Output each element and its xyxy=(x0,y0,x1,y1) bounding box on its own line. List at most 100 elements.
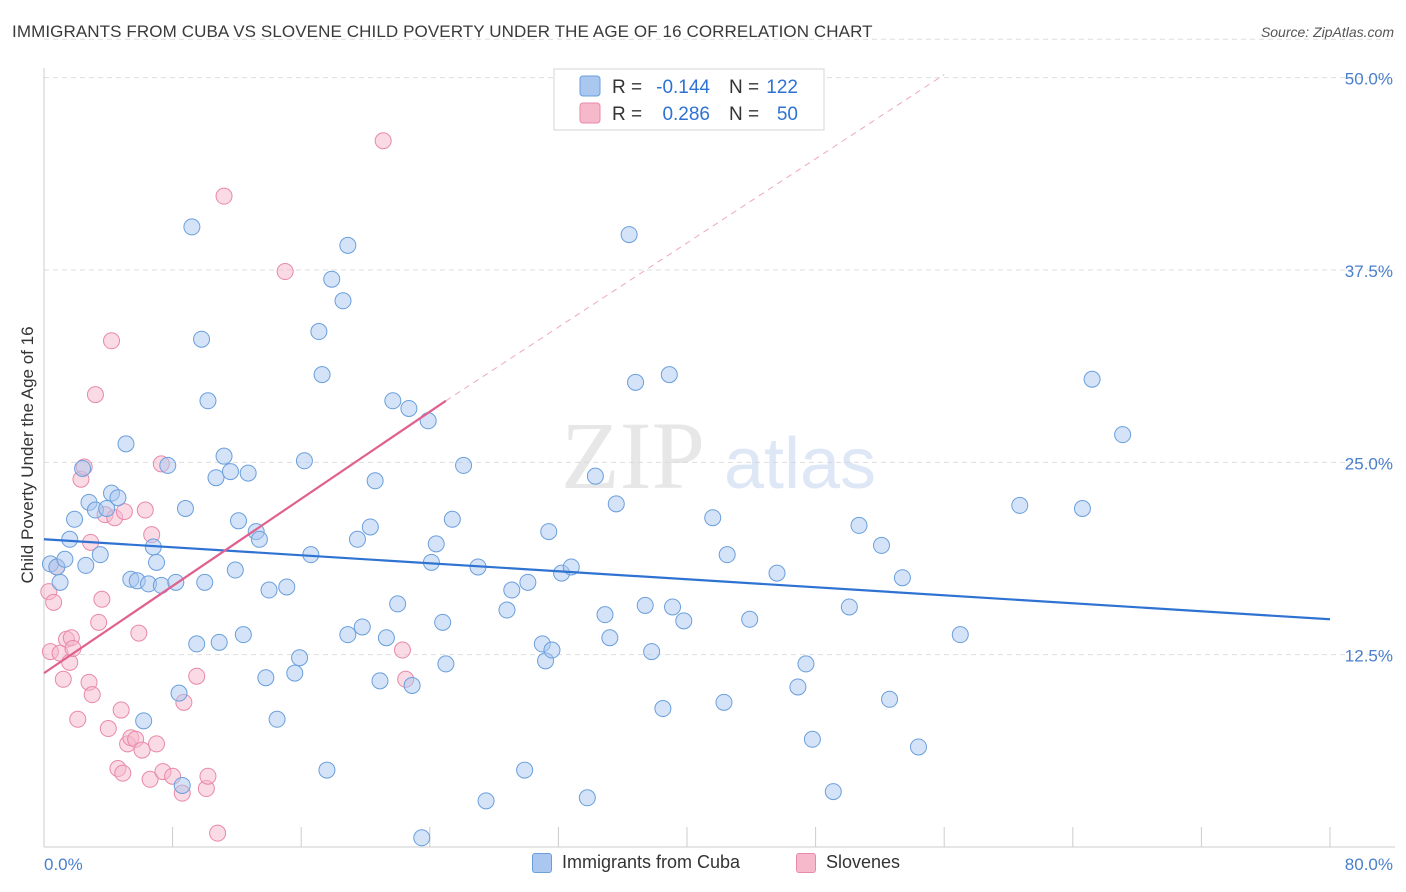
cuba-point xyxy=(51,573,69,591)
y-tick-label: 37.5% xyxy=(1345,262,1393,281)
slovenes-point xyxy=(374,132,392,150)
cuba-point xyxy=(789,678,807,696)
cuba-point xyxy=(188,635,206,653)
cuba-point xyxy=(148,553,166,571)
legend-r-value-1: -0.144 xyxy=(656,77,710,98)
cuba-point xyxy=(477,792,495,810)
cuba-point xyxy=(1114,426,1132,444)
cuba-point xyxy=(98,499,116,517)
watermark-atlas: atlas xyxy=(724,424,876,504)
cuba-point xyxy=(377,629,395,647)
cuba-point xyxy=(361,518,379,536)
slovenes-point xyxy=(90,613,108,631)
cuba-point xyxy=(636,596,654,614)
slovenes-point xyxy=(148,735,166,753)
cuba-point xyxy=(881,690,899,708)
cuba-point xyxy=(193,330,211,348)
watermark-zip: ZIP xyxy=(561,402,705,509)
cuba-point xyxy=(586,467,604,485)
bottom-legend: Immigrants from Cuba Slovenes xyxy=(0,852,1406,878)
legend-swatch-pink xyxy=(579,102,601,124)
chart-title: IMMIGRANTS FROM CUBA VS SLOVENE CHILD PO… xyxy=(12,22,873,41)
cuba-point xyxy=(519,573,537,591)
slovenes-point xyxy=(133,741,151,759)
cuba-point xyxy=(718,546,736,564)
legend-box: R = -0.144 N = 122 R = 0.286 N = 50 xyxy=(553,68,825,131)
cuba-point xyxy=(850,516,868,534)
legend-n-label-1: N = xyxy=(729,77,759,98)
tick-labels: 12.5% 25.0% 37.5% 50.0% 0.0% 80.0% xyxy=(44,70,1393,874)
slovenes-points xyxy=(40,132,415,842)
slovenes-point xyxy=(83,686,101,704)
slovenes-point xyxy=(115,503,133,521)
cuba-point xyxy=(196,573,214,591)
slovenes-point xyxy=(54,670,72,688)
legend-r-label-1: R = xyxy=(612,77,642,98)
slovenes-point xyxy=(130,624,148,642)
x-tick-label: 80.0% xyxy=(1345,855,1393,874)
cuba-point xyxy=(803,730,821,748)
x-tick-label: 0.0% xyxy=(44,855,83,874)
cuba-point xyxy=(117,435,135,453)
cuba-point xyxy=(176,499,194,517)
cuba-point xyxy=(234,626,252,644)
cuba-point xyxy=(207,469,225,487)
cuba-trend-line xyxy=(43,538,1331,621)
cuba-point xyxy=(543,641,561,659)
cuba-point xyxy=(226,561,244,579)
cuba-point xyxy=(371,672,389,690)
legend-n-label-2: N = xyxy=(729,104,759,125)
cuba-point xyxy=(893,569,911,587)
legend-label-slovenes: Slovenes xyxy=(826,852,901,872)
cuba-point xyxy=(434,613,452,631)
cuba-point xyxy=(400,399,418,417)
cuba-point xyxy=(278,578,296,596)
cuba-point xyxy=(607,495,625,513)
cuba-point xyxy=(403,676,421,694)
cuba-point xyxy=(230,512,248,530)
cuba-point xyxy=(313,366,331,384)
cuba-point xyxy=(873,536,891,554)
cuba-point xyxy=(620,226,638,244)
legend-swatch-slovenes xyxy=(796,852,816,873)
cuba-point xyxy=(643,643,661,661)
slovenes-point xyxy=(276,263,294,281)
slovenes-point xyxy=(69,710,87,728)
cuba-point xyxy=(627,373,645,391)
slovenes-point xyxy=(99,720,117,738)
cuba-point xyxy=(239,464,257,482)
cuba-point xyxy=(909,738,927,756)
legend-swatch-cuba xyxy=(532,852,552,873)
slovenes-point xyxy=(141,770,159,788)
legend-n-value-1: 122 xyxy=(766,77,798,98)
cuba-point xyxy=(268,710,286,728)
slovenes-point xyxy=(112,701,130,719)
legend-item-slovenes: Slovenes xyxy=(796,852,900,873)
cuba-point xyxy=(339,626,357,644)
y-tick-label: 12.5% xyxy=(1345,647,1393,666)
legend-label-cuba: Immigrants from Cuba xyxy=(562,852,741,872)
slovenes-point xyxy=(103,332,121,350)
legend-n-value-2: 50 xyxy=(777,104,798,125)
cuba-point xyxy=(215,447,233,465)
cuba-point xyxy=(77,556,95,574)
cuba-point xyxy=(389,595,407,613)
y-tick-label: 25.0% xyxy=(1345,454,1393,473)
cuba-point xyxy=(596,606,614,624)
cuba-point xyxy=(199,392,217,410)
cuba-point xyxy=(660,366,678,384)
grid-lines xyxy=(44,38,1395,656)
slovenes-point xyxy=(215,187,233,205)
cuba-point xyxy=(66,510,84,528)
slovenes-point xyxy=(393,641,411,659)
slovenes-point xyxy=(188,667,206,685)
cuba-point xyxy=(295,452,313,470)
cuba-point xyxy=(257,669,275,687)
cuba-point xyxy=(366,472,384,490)
cuba-point xyxy=(601,629,619,647)
cuba-point xyxy=(173,776,191,794)
cuba-point xyxy=(768,564,786,582)
cuba-point xyxy=(286,664,304,682)
cuba-point xyxy=(318,761,336,779)
